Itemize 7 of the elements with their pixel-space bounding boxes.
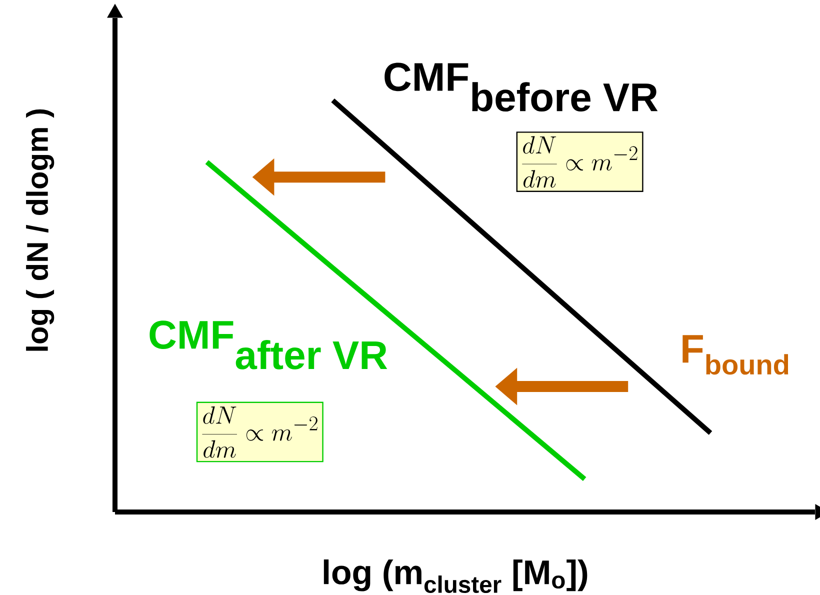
annotation: F$_{bound}$ <box>682 335 788 375</box>
x-axis-title: log (m$_{cluster}$ [M$_{o}$]) <box>324 559 588 593</box>
series-label: $\textbf{CMF}_{\textbf{after VR}}$ <box>150 320 388 370</box>
annotation: $\frac{dN}{dm}\propto m^{-2}$ <box>522 136 638 188</box>
text: $\textbf{CMF}_{\textbf{before VR}}$ <box>384 62 658 112</box>
annotation: $\frac{dN}{dm}\propto m^{-2}$ <box>202 406 318 458</box>
y-axis-title: log ( dN / dlogm ) <box>26 109 54 351</box>
